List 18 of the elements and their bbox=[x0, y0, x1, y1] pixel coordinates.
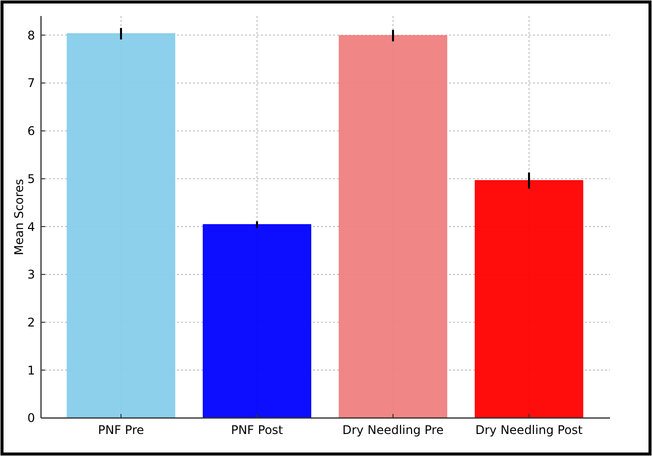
y-tick-label: 5 bbox=[27, 172, 35, 186]
y-tick-label: 1 bbox=[27, 363, 35, 378]
y-tick-label: 2 bbox=[27, 315, 35, 330]
x-tick-label: Dry Needling Pre bbox=[342, 423, 444, 437]
y-tick-label: 8 bbox=[27, 28, 35, 42]
x-tick-label: Dry Needling Post bbox=[475, 423, 583, 437]
y-axis-title: Mean Scores bbox=[12, 178, 26, 256]
bar bbox=[66, 33, 176, 418]
y-tick-label: 0 bbox=[27, 411, 35, 426]
x-tick-label: PNF Post bbox=[230, 423, 284, 437]
y-tick-label: 3 bbox=[27, 268, 35, 282]
y-tick-label: 6 bbox=[27, 124, 35, 138]
bar bbox=[338, 35, 448, 418]
bar bbox=[474, 180, 584, 418]
y-tick-label: 4 bbox=[27, 220, 35, 234]
bar bbox=[202, 224, 312, 418]
x-tick-label: PNF Pre bbox=[98, 423, 144, 437]
y-tick-label: 7 bbox=[27, 76, 35, 90]
